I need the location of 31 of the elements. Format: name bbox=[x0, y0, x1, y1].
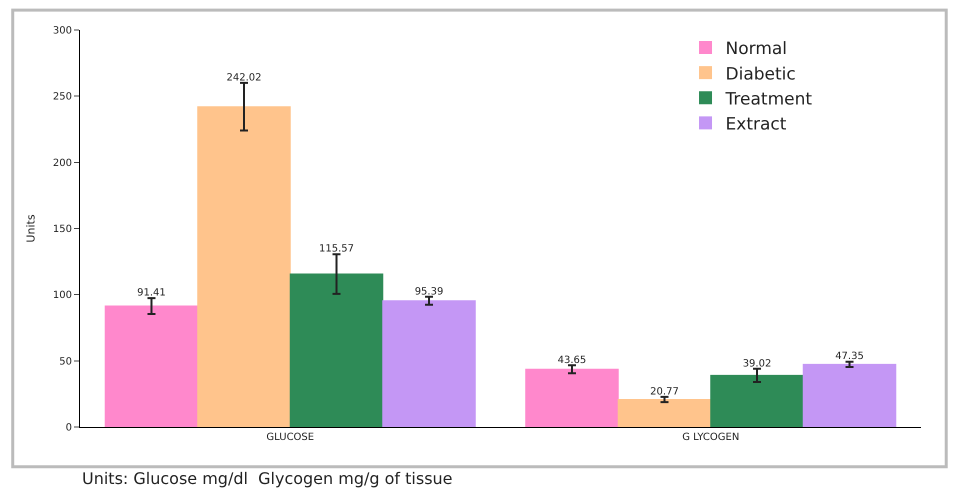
bar bbox=[525, 368, 619, 427]
y-tick-label: 200 bbox=[52, 158, 72, 169]
bar bbox=[710, 374, 804, 427]
x-tick-label: G LYCOGEN bbox=[682, 432, 740, 443]
bar bbox=[382, 300, 476, 427]
bar bbox=[104, 306, 198, 427]
data-label: 115.57 bbox=[319, 244, 354, 255]
bar bbox=[197, 106, 291, 427]
legend-label: Normal bbox=[726, 39, 788, 60]
y-tick-label: 50 bbox=[59, 356, 72, 368]
legend-label: Treatment bbox=[724, 89, 812, 110]
bar bbox=[618, 399, 712, 427]
y-tick-label: 250 bbox=[52, 92, 72, 103]
text: Units: Glucose mg/dl Glycogen mg/g of tissue bbox=[82, 469, 453, 488]
x-tick-label: GLUCOSE bbox=[266, 432, 314, 443]
data-label: 91.41 bbox=[137, 288, 166, 299]
y-tick-label: 300 bbox=[52, 26, 72, 36]
data-label: 47.35 bbox=[835, 351, 864, 362]
data-label: 20.77 bbox=[650, 386, 679, 398]
data-label: 39.02 bbox=[742, 358, 772, 370]
bar bbox=[290, 274, 384, 427]
data-label: 43.65 bbox=[558, 354, 586, 366]
legend-label: Diabetic bbox=[726, 64, 796, 84]
y-axis-title: Units bbox=[24, 214, 38, 243]
data-label: 95.39 bbox=[414, 286, 444, 298]
data-label: 242.02 bbox=[226, 72, 262, 84]
y-tick-label: 150 bbox=[52, 224, 72, 235]
bar bbox=[802, 364, 896, 427]
legend-label: Extract bbox=[726, 114, 787, 134]
y-tick-label: 0 bbox=[66, 422, 72, 434]
y-tick-label: 100 bbox=[52, 290, 72, 302]
